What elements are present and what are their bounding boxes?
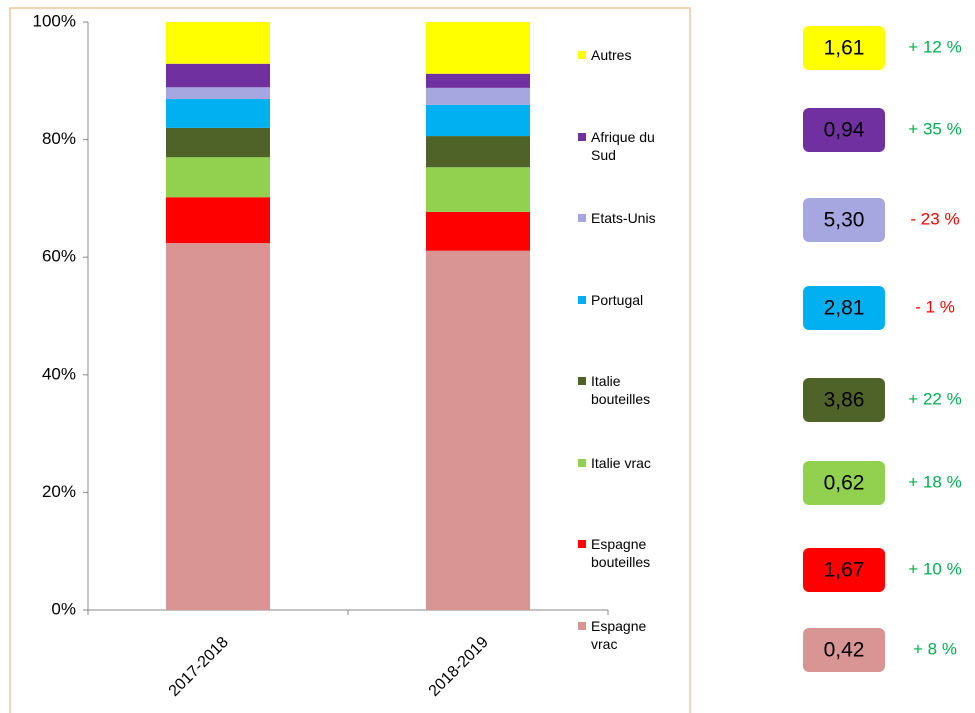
legend-swatch [578, 540, 586, 548]
bar-segment [426, 87, 530, 105]
change-label: - 23 % [910, 209, 959, 228]
legend-swatch [578, 458, 586, 467]
legend-swatch [578, 214, 586, 222]
legend-entry: Espagne vrac [578, 617, 675, 653]
legend-label: Espagne vrac [591, 617, 647, 652]
value-box-label: 0,42 [824, 639, 865, 662]
legend-label: Afrique du Sud [591, 128, 655, 163]
legend-label: Italie vrac [591, 454, 651, 471]
bar-segment [426, 22, 530, 74]
bar-segment [426, 73, 530, 88]
legend-entry: Italie bouteilles [578, 372, 675, 408]
bar-segment [426, 104, 530, 137]
change-label: + 22 % [908, 389, 961, 408]
bar-segment [166, 157, 270, 198]
bar-segment [166, 243, 270, 610]
value-box-label: 3,86 [824, 389, 865, 412]
y-tick-label: 40% [42, 364, 76, 383]
bar-segment [166, 99, 270, 128]
value-box [803, 548, 885, 592]
legend-swatch [578, 295, 586, 304]
legend-entry: Autres [578, 46, 675, 64]
value-box [803, 378, 885, 422]
legend-swatch [578, 621, 586, 630]
legend-label: Etats-Unis [591, 210, 656, 226]
bar-segment [166, 127, 270, 158]
legend-swatch [578, 132, 586, 141]
bar-segment [426, 136, 530, 168]
legend-label: Italie bouteilles [591, 373, 651, 407]
y-tick-label: 80% [42, 129, 76, 148]
legend-entry: Etats-Unis [578, 209, 675, 227]
y-tick-label: 20% [42, 482, 76, 501]
change-label: + 35 % [908, 119, 961, 138]
legend-label: Autres [591, 47, 632, 63]
value-box [803, 198, 885, 242]
value-box [803, 286, 885, 330]
change-label: - 1 % [915, 297, 955, 316]
value-box [803, 628, 885, 672]
change-label: + 8 % [913, 639, 957, 658]
bar-segment [166, 87, 270, 100]
legend-entry: Espagne bouteilles [578, 535, 675, 571]
value-box-label: 5,30 [824, 209, 865, 232]
value-box [803, 26, 885, 70]
bar-segment [426, 167, 530, 212]
legend-label: Portugal [591, 291, 644, 308]
bar-segment [426, 250, 530, 610]
value-box [803, 108, 885, 152]
value-box-label: 1,61 [824, 37, 865, 60]
change-label: + 12 % [908, 37, 961, 56]
y-tick-label: 0% [51, 599, 76, 618]
chart-frame [9, 7, 691, 713]
bar-segment [426, 211, 530, 251]
legend-swatch [578, 377, 586, 385]
legend-entry: Afrique du Sud [578, 128, 675, 164]
value-box-label: 1,67 [824, 559, 865, 582]
legend-label: Espagne bouteilles [591, 536, 651, 570]
legend-entry: Portugal [578, 291, 675, 309]
value-box [803, 461, 885, 505]
value-box-label: 0,62 [824, 472, 865, 495]
change-label: + 10 % [908, 559, 961, 578]
bar-segment [166, 22, 270, 64]
value-box-label: 0,94 [824, 119, 865, 142]
bar-segment [166, 63, 270, 88]
y-tick-label: 60% [42, 247, 76, 266]
legend-entry: Italie vrac [578, 454, 675, 472]
change-label: + 18 % [908, 472, 961, 491]
y-tick-label: 100% [33, 11, 76, 30]
x-tick-label: 2018-2019 [426, 634, 492, 700]
legend-swatch [578, 51, 586, 59]
x-tick-label: 2017-2018 [166, 634, 232, 700]
bar-segment [166, 197, 270, 244]
value-box-label: 2,81 [824, 297, 865, 320]
